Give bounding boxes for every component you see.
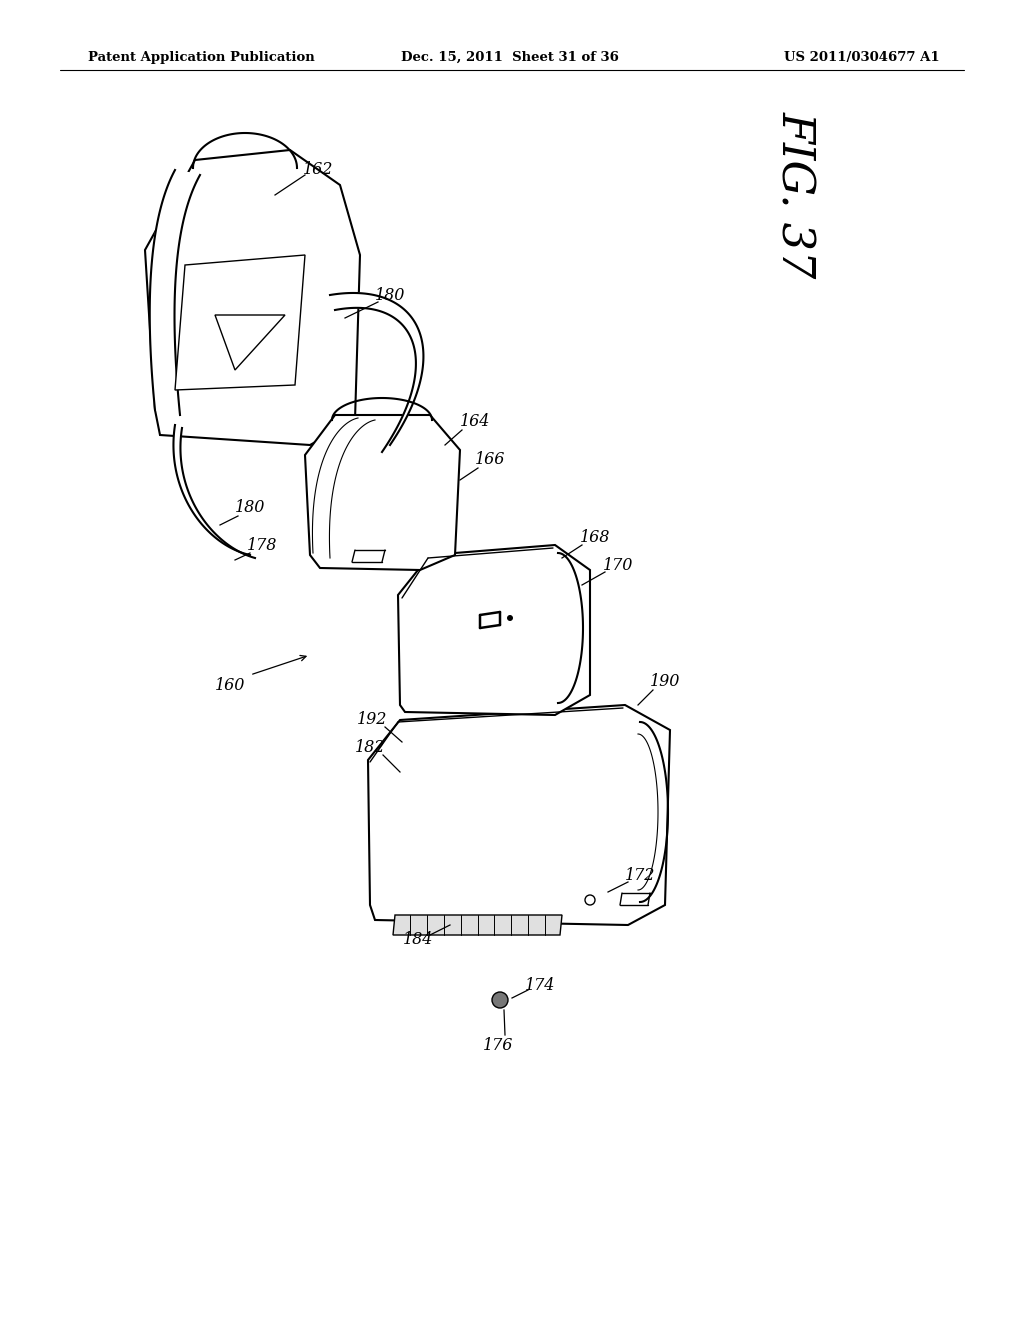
Text: 162: 162 <box>303 161 333 178</box>
Text: 160: 160 <box>215 676 245 693</box>
Text: 182: 182 <box>354 739 385 756</box>
Polygon shape <box>175 255 305 389</box>
Polygon shape <box>398 545 590 715</box>
Text: 192: 192 <box>356 711 387 729</box>
Circle shape <box>492 993 508 1008</box>
Text: FIG. 37: FIG. 37 <box>773 111 816 279</box>
Polygon shape <box>150 170 200 414</box>
Text: 170: 170 <box>603 557 633 573</box>
Text: 176: 176 <box>482 1036 513 1053</box>
Text: 168: 168 <box>580 529 610 546</box>
Polygon shape <box>173 425 255 558</box>
Polygon shape <box>145 150 360 445</box>
Polygon shape <box>330 293 424 451</box>
Polygon shape <box>393 915 562 935</box>
Text: Dec. 15, 2011  Sheet 31 of 36: Dec. 15, 2011 Sheet 31 of 36 <box>401 50 618 63</box>
Text: 180: 180 <box>375 286 406 304</box>
Text: 178: 178 <box>247 536 278 553</box>
Text: 190: 190 <box>650 673 680 690</box>
Text: US 2011/0304677 A1: US 2011/0304677 A1 <box>784 50 940 63</box>
Text: 174: 174 <box>525 977 555 994</box>
Text: 172: 172 <box>625 866 655 883</box>
Circle shape <box>507 615 513 620</box>
Text: 184: 184 <box>402 932 433 949</box>
Text: 166: 166 <box>475 451 505 469</box>
Text: 180: 180 <box>234 499 265 516</box>
Text: Patent Application Publication: Patent Application Publication <box>88 50 314 63</box>
Text: 164: 164 <box>460 413 490 430</box>
Polygon shape <box>368 705 670 925</box>
Polygon shape <box>305 414 460 570</box>
